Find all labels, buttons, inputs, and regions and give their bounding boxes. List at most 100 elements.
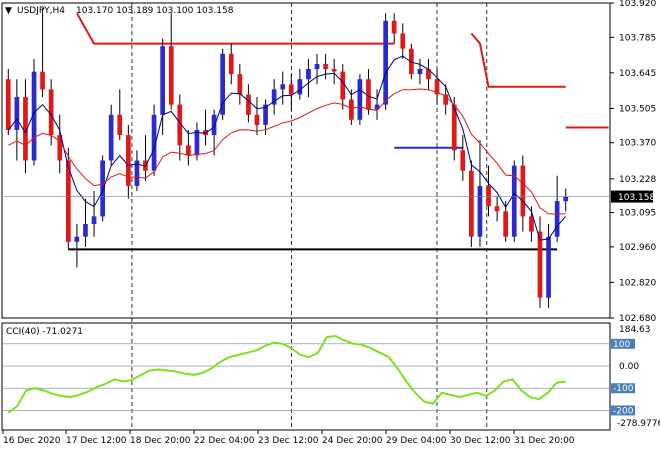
candle-body <box>14 97 20 130</box>
candle-body <box>177 104 183 146</box>
time-tick-label: 29 Dec 04:00 <box>386 436 447 446</box>
candle-body <box>537 231 543 298</box>
price-tick-label: 102.960 <box>619 243 656 253</box>
candle-body <box>160 46 165 115</box>
candle-body <box>74 236 80 242</box>
candle-body <box>383 20 388 105</box>
price-tick-label: 102.820 <box>619 278 656 288</box>
candle-body <box>151 114 157 171</box>
candle-body <box>331 69 337 72</box>
overlay-lines <box>68 12 609 251</box>
candle-body <box>451 104 457 151</box>
candle-body <box>211 114 217 136</box>
candle-body <box>366 79 371 110</box>
time-tick-label: 24 Dec 20:00 <box>322 436 383 446</box>
ma-fast-line <box>7 55 567 241</box>
time-tick-label: 16 Dec 2020 <box>3 436 61 446</box>
cci-level-badge <box>611 338 635 349</box>
candle-body <box>563 196 569 202</box>
candle-body <box>126 135 131 186</box>
candle-body <box>31 71 37 161</box>
candle-body <box>186 145 191 156</box>
candle-body <box>349 99 354 120</box>
candle-body <box>391 20 397 34</box>
candle-body <box>323 64 328 70</box>
cci-header: CCI(40) -71.0271 <box>6 327 83 337</box>
candle-body <box>263 104 268 125</box>
price-axis: 103.920 103.785 103.645 103.505 103.370 103.2… <box>610 0 656 324</box>
candle-body <box>340 71 346 100</box>
candle-body <box>503 211 508 237</box>
resistance-line-top <box>76 12 395 45</box>
candle-body <box>443 94 448 105</box>
candle-body <box>417 69 423 75</box>
candle-body <box>40 71 45 90</box>
candle-body <box>520 165 526 217</box>
candle-body <box>220 53 225 115</box>
ma-slow-line <box>8 88 566 215</box>
candle-body <box>23 97 28 161</box>
cci-level-label: 100 <box>613 340 630 350</box>
current-price-line: 103.158 <box>4 190 655 203</box>
candle-body <box>203 130 208 136</box>
candle-body <box>5 79 11 130</box>
candle-body <box>66 160 71 242</box>
candle-body <box>409 48 414 75</box>
time-tick-label: 23 Dec 12:00 <box>258 436 319 446</box>
candle-body <box>254 114 260 125</box>
cci-level-badge <box>611 405 635 416</box>
candle-body <box>400 33 406 49</box>
current-price-label: 103.158 <box>618 193 655 203</box>
candle-body <box>546 236 551 298</box>
cci-indicator: 100 0.00 -100 -200 184.63 -278.9776 <box>3 325 660 429</box>
time-tick-label: 30 Dec 12:00 <box>450 436 511 446</box>
current-price-box <box>611 190 653 203</box>
cci-line <box>7 334 566 414</box>
cci-level-label: -100 <box>613 384 634 394</box>
candle-body <box>228 53 234 75</box>
candle-body <box>511 165 517 237</box>
cci-level-label: 0.00 <box>619 362 639 372</box>
cci-level-badge <box>611 383 635 394</box>
price-tick-label: 103.505 <box>619 104 656 114</box>
main-plot-frame <box>1 2 611 319</box>
candle-body <box>374 104 380 110</box>
price-tick-label: 102.680 <box>619 314 656 324</box>
candle-body <box>91 216 97 224</box>
candle-body <box>434 79 440 95</box>
time-tick-label: 22 Dec 04:00 <box>194 436 255 446</box>
time-axis: 16 Dec 2020 17 Dec 12:00 18 Dec 20:00 22 De… <box>2 430 575 446</box>
candle-body <box>529 216 534 232</box>
candle-body <box>246 94 251 115</box>
candle-body <box>357 79 363 120</box>
candle-body <box>117 114 123 136</box>
dropdown-arrow-icon[interactable]: ▼ <box>5 6 12 16</box>
cci-level-label: -200 <box>613 406 634 416</box>
candle-body <box>494 206 500 212</box>
candle-body <box>288 84 294 95</box>
price-tick-label: 103.370 <box>619 139 656 149</box>
candle-body <box>280 84 286 90</box>
candles <box>5 8 569 308</box>
candle-body <box>306 69 311 80</box>
resistance-line-right <box>470 32 566 88</box>
candle-body <box>48 89 54 136</box>
cci-axis-bottom: -278.9776 <box>617 419 660 429</box>
candle-body <box>486 185 491 207</box>
price-tick-label: 103.645 <box>619 69 656 79</box>
candle-body <box>100 160 105 217</box>
moving-averages <box>7 55 567 241</box>
candle-body <box>297 79 303 95</box>
price-tick-label: 103.920 <box>619 0 656 9</box>
candle-body <box>168 46 174 105</box>
candle-body <box>314 64 320 70</box>
time-tick-label: 17 Dec 12:00 <box>66 436 127 446</box>
candle-body <box>134 160 140 186</box>
price-tick-label: 103.785 <box>619 33 656 43</box>
cci-plot-frame <box>1 322 611 431</box>
candle-body <box>271 89 277 105</box>
symbol-timeframe: USDJPY,H4 <box>17 6 65 16</box>
candle-body <box>57 135 63 161</box>
